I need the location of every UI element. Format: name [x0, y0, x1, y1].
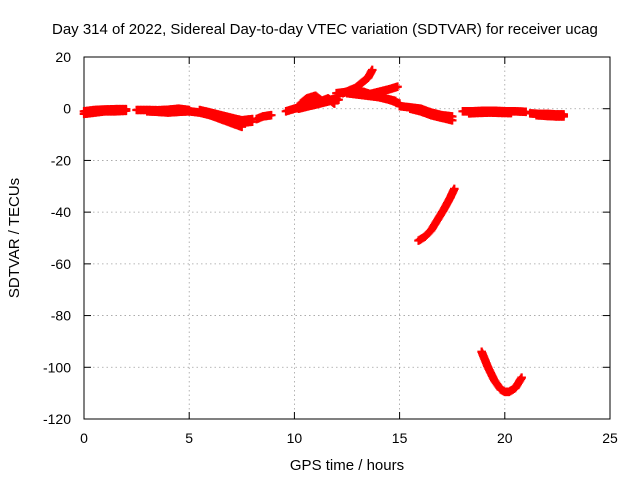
series-track-19: [464, 108, 516, 118]
x-tick-label: 15: [392, 430, 408, 446]
x-tick-label: 10: [287, 430, 303, 446]
y-tick-label: -20: [51, 152, 71, 168]
series-track-17: [405, 104, 457, 125]
x-tick-label: 0: [80, 430, 88, 446]
y-tick-label: -120: [43, 411, 71, 427]
axis-ticks: -120 -100 -80 -60 -40 -20 0 20 0 5 10 15 20 25: [43, 49, 618, 446]
x-tick-label: 25: [602, 430, 618, 446]
series-track-7: [205, 110, 247, 132]
x-tick-label: 5: [185, 430, 193, 446]
y-tick-label: -60: [51, 256, 71, 272]
x-tick-label: 20: [497, 430, 513, 446]
y-tick-label: 20: [55, 49, 71, 65]
series-track-8: [252, 110, 276, 124]
data-points: [79, 65, 569, 397]
y-tick-label: 0: [63, 101, 71, 117]
x-axis-label: GPS time / hours: [290, 457, 404, 474]
plot-frame: [83, 56, 611, 420]
series-track-15: [349, 86, 400, 106]
y-tick-label: -80: [51, 308, 71, 324]
grid-lines: [84, 57, 610, 419]
series-track-22: [414, 184, 459, 245]
y-axis-label: SDTVAR / TECUs: [6, 178, 23, 298]
chart-title: Day 314 of 2022, Sidereal Day-to-day VTE…: [52, 21, 598, 38]
y-tick-label: -100: [43, 359, 71, 375]
series-track-23: [477, 347, 526, 397]
y-tick-label: -40: [51, 204, 71, 220]
series-track-11: [296, 91, 339, 108]
series-track-21: [532, 110, 569, 121]
series-track-2: [79, 106, 131, 119]
